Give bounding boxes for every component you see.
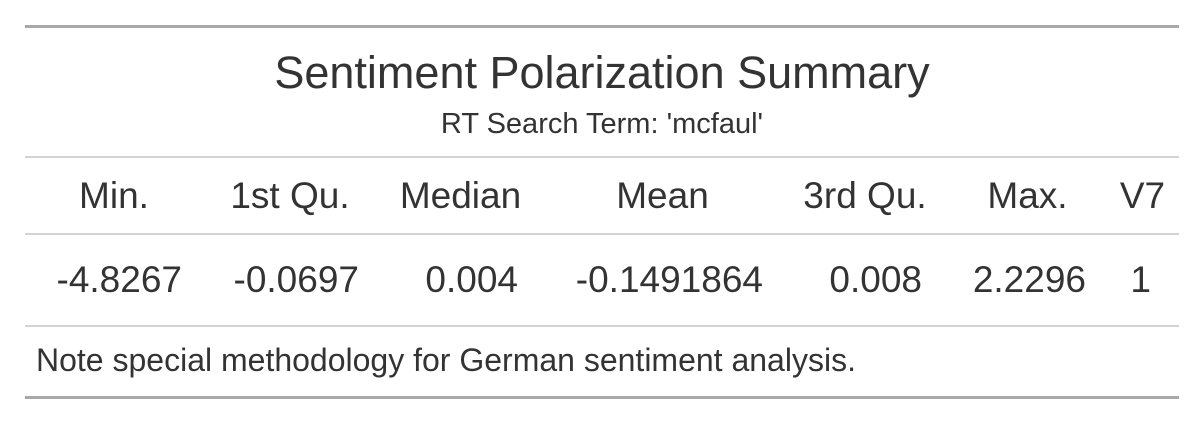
cell-median: 0.004 xyxy=(425,259,518,300)
column-header-row: Min. 1st Qu. Median Mean 3rd Qu. Max. V7 xyxy=(25,158,1179,235)
column-header-3rd-qu: 3rd Qu. xyxy=(803,174,927,216)
table-subtitle: RT Search Term: 'mcfaul' xyxy=(440,108,764,140)
cell-mean: -0.1491864 xyxy=(575,259,763,300)
table-heading: Sentiment Polarization Summary RT Search… xyxy=(25,28,1179,158)
cell-v7: 1 xyxy=(1130,259,1151,300)
column-header-1st-qu: 1st Qu. xyxy=(230,174,350,216)
column-header-max: Max. xyxy=(987,174,1068,216)
column-header-mean: Mean xyxy=(616,174,709,216)
cell-1st-qu: -0.0697 xyxy=(233,259,360,300)
cell-min: -4.8267 xyxy=(56,259,183,300)
table-row: -4.8267 -0.0697 0.004 -0.1491864 0.008 2… xyxy=(25,235,1179,327)
summary-table: Sentiment Polarization Summary RT Search… xyxy=(25,25,1179,399)
table-footnote: Note special methodology for German sent… xyxy=(36,342,856,378)
cell-3rd-qu: 0.008 xyxy=(829,259,922,300)
column-header-min: Min. xyxy=(79,174,149,216)
column-header-median: Median xyxy=(399,174,522,216)
table-title: Sentiment Polarization Summary xyxy=(274,47,930,98)
cell-max: 2.2296 xyxy=(972,259,1086,300)
column-header-v7: V7 xyxy=(1119,174,1166,216)
